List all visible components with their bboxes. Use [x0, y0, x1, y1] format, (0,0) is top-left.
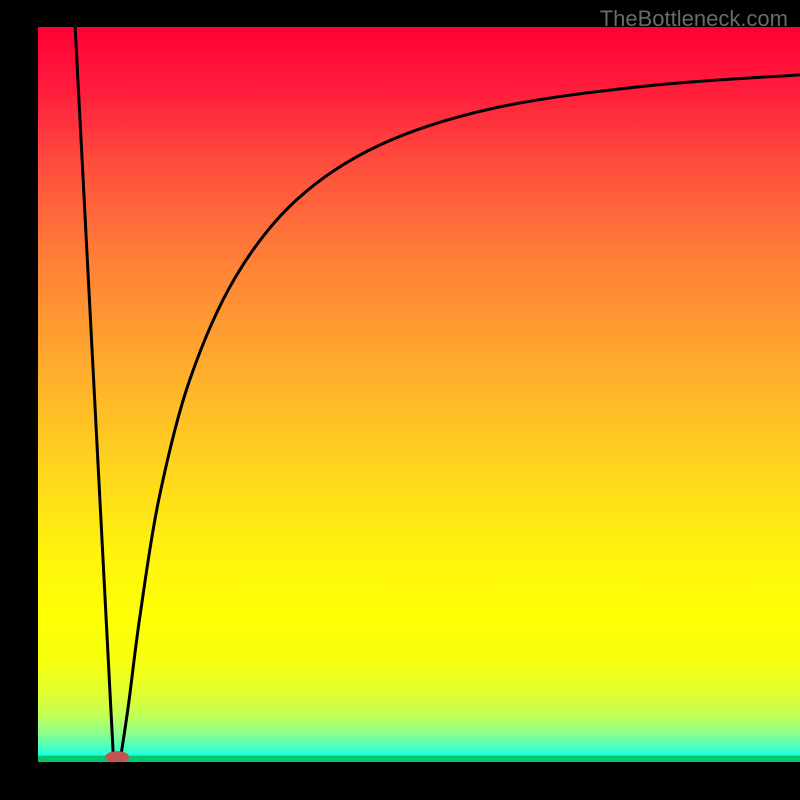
optimal-point-marker	[105, 751, 129, 763]
baseline-strip	[37, 756, 800, 763]
chart-container: TheBottleneck.com	[0, 0, 800, 800]
bottleneck-chart	[0, 0, 800, 800]
watermark-text: TheBottleneck.com	[600, 6, 788, 32]
gradient-background	[37, 27, 800, 763]
plot-area	[37, 27, 800, 763]
